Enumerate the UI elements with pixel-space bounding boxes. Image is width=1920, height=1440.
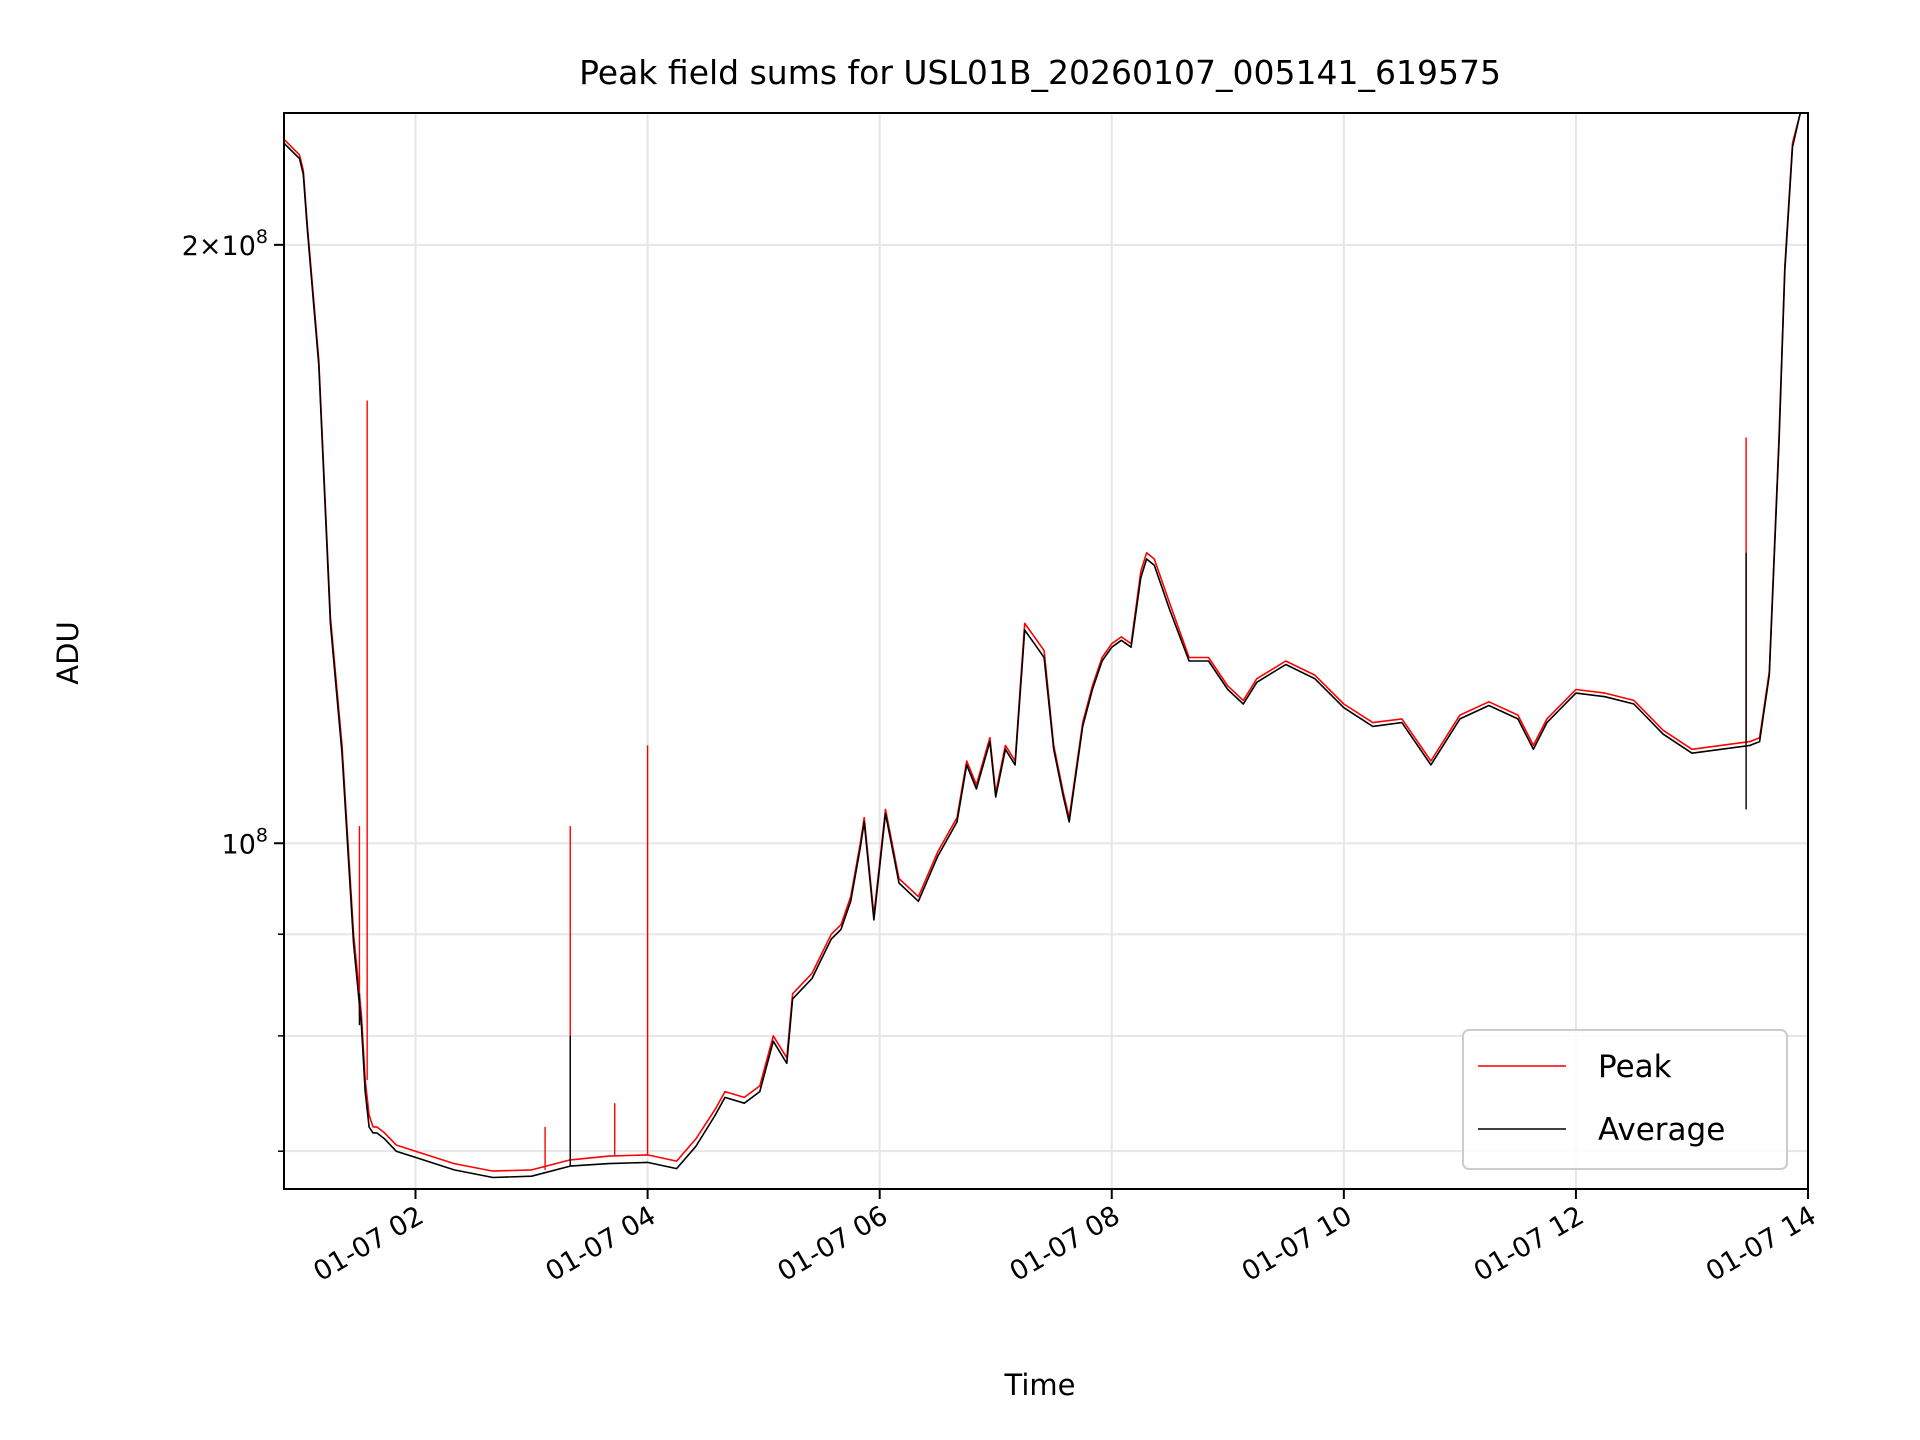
legend-label-peak: Peak bbox=[1598, 1049, 1672, 1085]
y-tick-label: 108 bbox=[222, 824, 268, 860]
legend-label-average: Average bbox=[1598, 1112, 1725, 1148]
legend: Peak Average bbox=[1462, 1029, 1788, 1170]
x-axis-label: Time bbox=[1004, 1368, 1076, 1402]
y-axis-label: ADU bbox=[51, 621, 85, 684]
chart-title: Peak field sums for USL01B_20260107_0051… bbox=[579, 53, 1501, 92]
legend-box bbox=[1462, 1029, 1788, 1170]
plot-frame bbox=[283, 112, 1809, 1190]
plot-series bbox=[284, 113, 1802, 1179]
series-line-average bbox=[284, 113, 1802, 1179]
y-tick-label: 2×108 bbox=[182, 226, 268, 262]
